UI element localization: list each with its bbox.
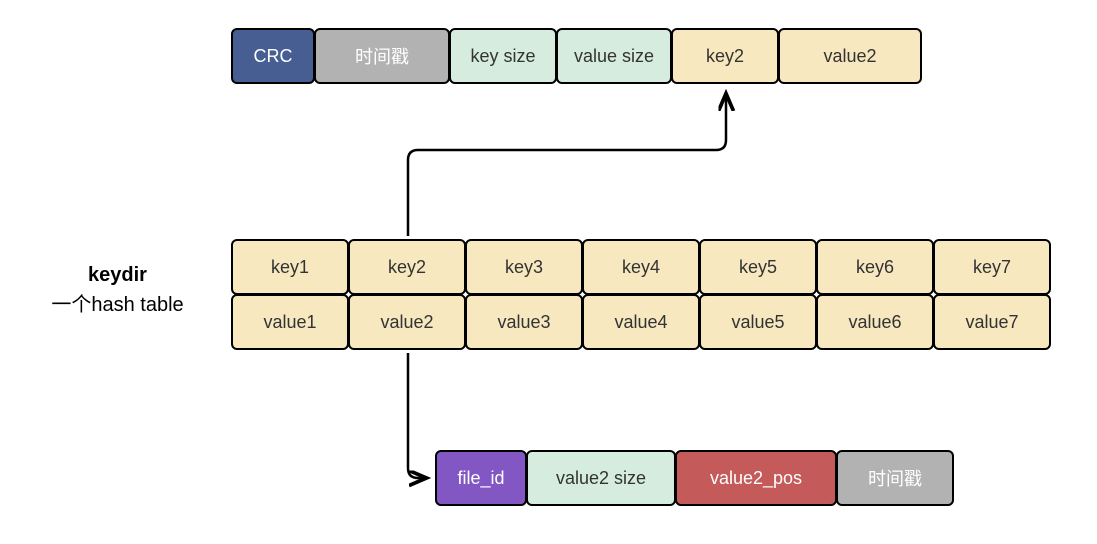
keys-cell-0: key1: [231, 239, 349, 295]
record-cell-2: key size: [449, 28, 557, 84]
values-cell-2: value3: [465, 294, 583, 350]
arrow-value2-to-detail: [408, 353, 424, 478]
detail-cell-3: 时间戳: [836, 450, 954, 506]
keys-cell-1: key2: [348, 239, 466, 295]
keydir-subtitle: 一个hash table: [30, 290, 205, 320]
values-cell-3: value4: [582, 294, 700, 350]
values-cell-1: value2: [348, 294, 466, 350]
record-cell-1: 时间戳: [314, 28, 450, 84]
keydir-label: keydir 一个hash table: [30, 260, 205, 320]
keys-cell-4: key5: [699, 239, 817, 295]
record-cell-0: CRC: [231, 28, 315, 84]
values-cell-5: value6: [816, 294, 934, 350]
values-cell-4: value5: [699, 294, 817, 350]
detail-cell-2: value2_pos: [675, 450, 837, 506]
keys-cell-6: key7: [933, 239, 1051, 295]
detail-cell-1: value2 size: [526, 450, 676, 506]
keys-cell-5: key6: [816, 239, 934, 295]
values-cell-0: value1: [231, 294, 349, 350]
keydir-title: keydir: [30, 260, 205, 290]
record-cell-4: key2: [671, 28, 779, 84]
keys-cell-2: key3: [465, 239, 583, 295]
record-cell-5: value2: [778, 28, 922, 84]
arrow-key2-to-record: [408, 96, 726, 236]
keys-cell-3: key4: [582, 239, 700, 295]
detail-cell-0: file_id: [435, 450, 527, 506]
record-cell-3: value size: [556, 28, 672, 84]
values-cell-6: value7: [933, 294, 1051, 350]
